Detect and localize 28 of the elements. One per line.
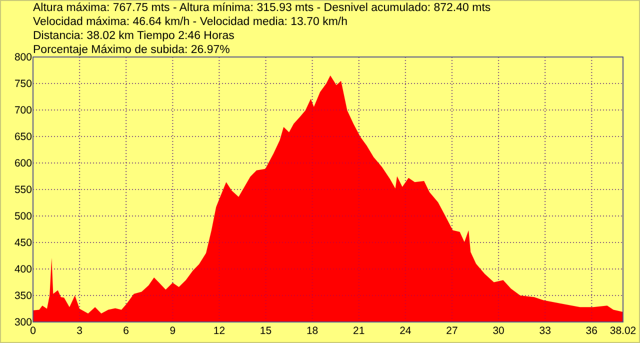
y-tick-label: 450 [14,237,32,250]
x-tick-label: 15 [260,325,272,337]
x-tick-label: 27 [446,325,458,337]
x-tick-label: 18 [306,325,318,337]
x-tick-label: 12 [213,325,226,337]
text: Distancia: 38.02 km Tiempo 2:46 Horas [33,30,235,42]
x-tick-label: 24 [400,325,412,337]
y-tick-label: 500 [14,210,32,223]
y-tick-label: 700 [14,104,32,117]
text: Porcentaje Máximo de subida: 26.97% [33,44,230,56]
x-tick-label: 30 [492,325,505,337]
x-tick-label: 6 [123,325,130,337]
x-tick-label: 9 [170,325,176,337]
x-tick-label: 3 [76,325,83,337]
text: Velocidad máxima: 46.64 km/h - Velocidad media: 13.70 km/h [33,16,348,28]
x-tick-label: 36 [586,325,598,337]
y-tick-label: 600 [14,158,32,170]
x-tick-label: 0 [30,325,36,337]
x-tick-label: 33 [539,325,552,337]
x-tick-label: 38.02 [610,325,636,337]
y-tick-label: 350 [14,290,32,302]
y-tick-label: 550 [14,184,32,196]
y-tick-label: 750 [14,78,32,90]
y-tick-label: 650 [14,131,32,144]
text: Altura máxima: 767.75 mts - Altura mínima: 315.93 mts - Desnivel acumulado: 872.40 mts [33,2,491,14]
y-tick-label: 400 [14,264,32,276]
x-tick-label: 21 [353,325,365,337]
y-tick-label: 800 [14,52,32,64]
